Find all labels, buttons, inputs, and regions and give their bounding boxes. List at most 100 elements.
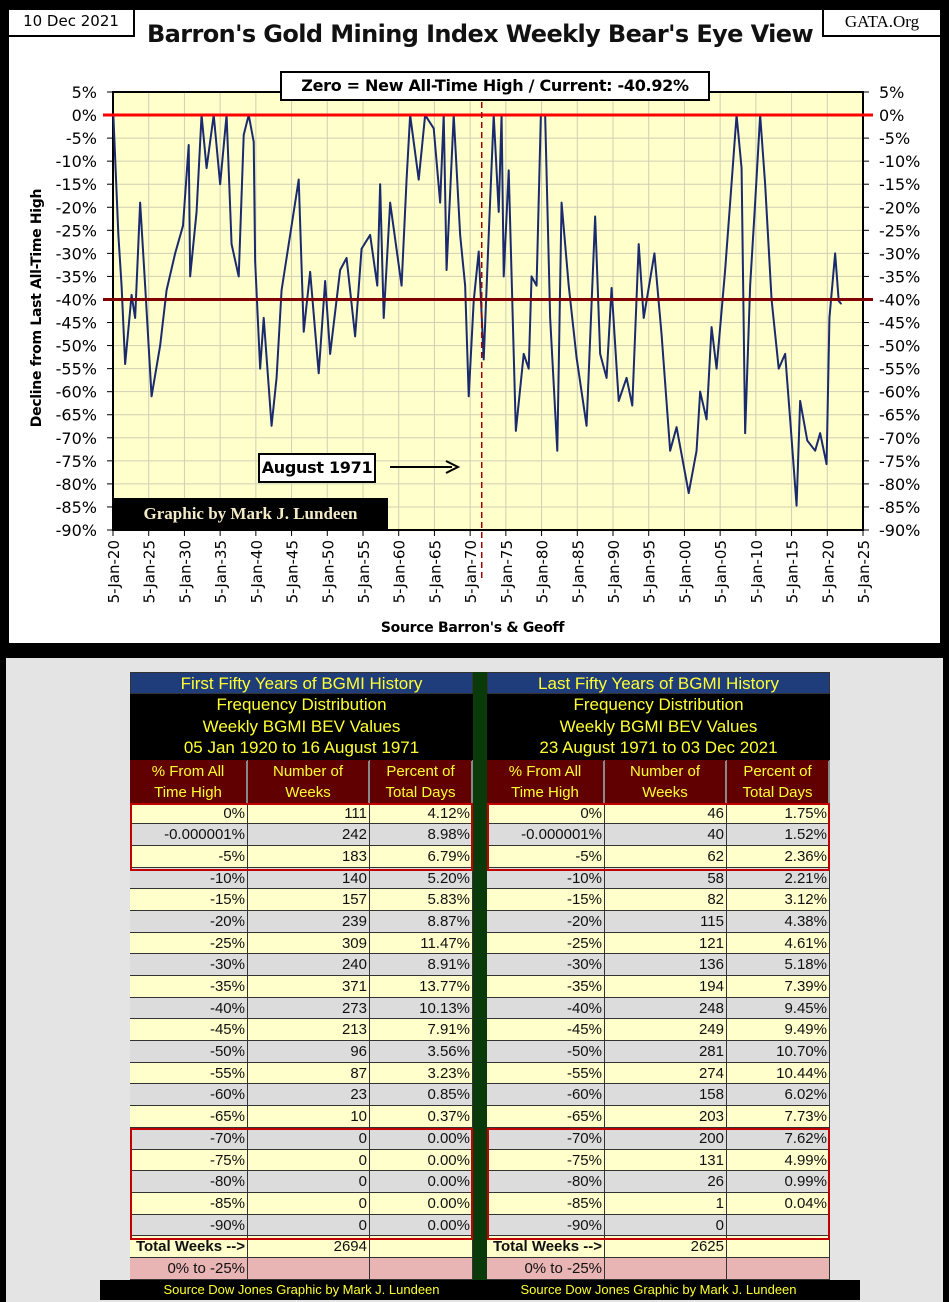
total-label: Total Weeks --> [487, 1236, 605, 1258]
table-cell: 87 [248, 1062, 370, 1085]
table-cell: 121 [605, 932, 727, 955]
y-tick-label-left: -70% [56, 429, 97, 448]
data-point [130, 294, 133, 296]
data-point [405, 178, 408, 181]
table-cell: 0 [248, 1127, 370, 1150]
table-cell: 7.62% [727, 1127, 830, 1150]
table-cell: -25% [130, 932, 248, 955]
data-point [262, 317, 265, 319]
table-cell: -40% [487, 997, 605, 1020]
table-title: First Fifty Years of BGMI History [130, 672, 473, 694]
table-cell: 203 [605, 1106, 727, 1128]
table-cell: 1.52% [727, 824, 830, 846]
table-cell: 3.23% [370, 1062, 473, 1085]
column-header-line: Total Days [370, 781, 472, 803]
data-point [439, 201, 441, 204]
table-cell: -50% [487, 1041, 605, 1063]
data-point [117, 234, 120, 236]
data-point [317, 372, 320, 375]
data-point [302, 330, 305, 333]
y-tick-label-right: -85% [879, 498, 920, 517]
y-tick-label-left: -35% [56, 267, 97, 286]
column-header: Percent of Total Days [370, 759, 473, 803]
table-row: -10% 58 2.21% [487, 867, 830, 890]
data-point [195, 211, 198, 213]
x-tick-label: 5-Jan-95 [641, 540, 659, 603]
x-tick-label: 5-Jan-05 [712, 540, 730, 603]
table-cell: 273 [248, 997, 370, 1020]
data-point [535, 284, 538, 287]
table-cell: 111 [248, 802, 370, 825]
table-cell: 6.79% [370, 845, 473, 868]
frequency-table: First Fifty Years of BGMI History Frequen… [100, 672, 503, 1300]
x-tick-label: 5-Jan-75 [498, 540, 516, 603]
table-cell: 0% [487, 802, 605, 825]
table-cell: 0 [605, 1214, 727, 1237]
table-row: 0% 111 4.12% [130, 802, 473, 825]
x-tick-label: 5-Jan-55 [355, 540, 373, 603]
table-row: -75% 131 4.99% [487, 1149, 830, 1172]
data-point [687, 492, 690, 494]
table-row: -70% 200 7.62% [487, 1127, 830, 1150]
table-row: -65% 203 7.73% [487, 1106, 830, 1128]
y-tick-label-left: 5% [72, 83, 97, 102]
chart-title: Barron's Gold Mining Index Weekly Bear's… [146, 20, 814, 48]
y-tick-label-right: -15% [879, 175, 920, 194]
data-point [254, 260, 256, 263]
x-tick-label: 5-Jan-15 [784, 540, 802, 603]
data-point [599, 353, 601, 355]
column-header: Percent of Total Days [727, 759, 830, 803]
data-point [740, 167, 743, 169]
data-point [715, 367, 718, 370]
table-cell: -5% [130, 845, 248, 868]
data-point [512, 353, 515, 355]
data-point [187, 144, 190, 146]
y-tick-label-right: -25% [879, 221, 920, 240]
data-point [417, 178, 420, 181]
y-tick-label-left: -45% [56, 314, 97, 333]
x-tick-label: 5-Jan-00 [676, 540, 694, 603]
data-point [134, 317, 136, 319]
table-row: -35% 371 13.77% [130, 976, 473, 998]
data-point [174, 252, 176, 255]
table-cell: 136 [605, 954, 727, 976]
table-cell: 8.87% [370, 910, 473, 933]
table-footer: Source Dow Jones Graphic by Mark J. Lund… [100, 1279, 503, 1300]
data-point [594, 215, 596, 218]
table-cell: 7.73% [727, 1106, 830, 1128]
table-cell: 281 [605, 1041, 727, 1063]
table-row: -25% 309 11.47% [130, 932, 473, 955]
data-point [280, 289, 283, 292]
y-tick-label-right: -40% [879, 290, 920, 309]
x-tick-label: 5-Jan-30 [176, 540, 194, 603]
table-cell: -45% [487, 1019, 605, 1042]
x-tick-label: 5-Jan-25 [141, 540, 159, 603]
table-cell: -80% [130, 1171, 248, 1193]
data-point [729, 201, 731, 204]
data-point [432, 127, 435, 130]
table-cell: -20% [130, 910, 248, 933]
table-cell: 3.56% [370, 1041, 473, 1063]
table-cell: 7.91% [370, 1019, 473, 1042]
column-header-line: Weeks [248, 781, 369, 803]
table-cell: 274 [605, 1062, 727, 1085]
data-point [828, 317, 831, 319]
column-header-line: % From All [487, 760, 604, 782]
table-cell: 4.61% [727, 932, 830, 955]
table-cell: -85% [130, 1192, 248, 1215]
table-cell: -65% [130, 1106, 248, 1128]
data-point [705, 418, 708, 421]
table-row: -65% 10 0.37% [130, 1106, 473, 1128]
data-point [744, 432, 746, 434]
column-header-line: Time High [487, 781, 604, 803]
table-row: -45% 249 9.49% [487, 1019, 830, 1042]
table-row: -5% 183 6.79% [130, 845, 473, 868]
data-point [459, 234, 461, 236]
data-point [339, 269, 341, 271]
data-point [814, 449, 816, 452]
table-cell: 242 [248, 824, 370, 846]
y-tick-label-left: -80% [56, 475, 97, 494]
table-cell: -55% [130, 1062, 248, 1085]
table-cell [605, 1257, 727, 1280]
y-tick-label-right: -20% [879, 198, 920, 217]
